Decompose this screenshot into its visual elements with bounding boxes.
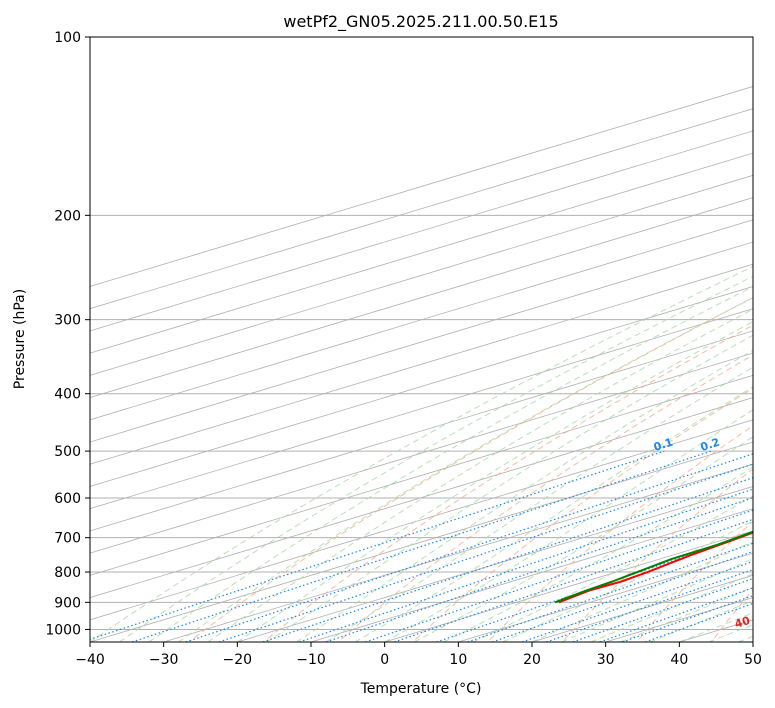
background-lines <box>90 37 753 642</box>
isotherm-line <box>90 174 753 376</box>
moist-adiabat <box>531 540 753 642</box>
mixing-ratio-line <box>365 509 753 642</box>
plot-background <box>90 37 753 642</box>
y-axis-ticks: 100 200 300 400 500 600 700 800 900 1000 <box>45 30 90 638</box>
dry-adiabat <box>561 468 753 642</box>
isotherm-line <box>90 197 753 398</box>
isotherm-line <box>90 219 753 421</box>
chart-title: wetPf2_GN05.2025.211.00.50.E15 <box>283 12 558 32</box>
mixing-ratio-line <box>299 488 753 642</box>
x-tick-label: 20 <box>523 652 541 668</box>
y-tick-label: 400 <box>54 387 81 403</box>
isotherm-line <box>90 441 753 642</box>
isotherm-line <box>90 130 753 332</box>
dry-adiabat <box>487 425 753 642</box>
isotherm-line <box>90 108 753 310</box>
isotherm-line <box>310 508 753 642</box>
moist-adiabat <box>266 334 753 642</box>
x-tick-label: 0 <box>380 652 389 668</box>
y-tick-label: 1000 <box>45 622 81 638</box>
moist-adiabat <box>237 321 753 642</box>
mixing-ratio-line <box>131 450 712 642</box>
mixing-ratio-label: 0.1 <box>652 436 675 454</box>
x-tick-label: 30 <box>597 652 615 668</box>
isotherm-line <box>90 352 753 554</box>
x-tick-label: 10 <box>449 652 467 668</box>
isotherm-line <box>90 241 753 443</box>
isotherm-line <box>237 486 753 642</box>
y-tick-label: 300 <box>54 313 81 329</box>
dry-adiabat <box>263 324 753 642</box>
x-tick-label: 50 <box>744 652 762 668</box>
moist-adiabat <box>443 466 753 642</box>
moist-adiabat <box>413 436 753 642</box>
isotherm-line <box>90 397 753 598</box>
x-tick-label: −20 <box>223 652 253 668</box>
moist-adiabat <box>90 265 753 642</box>
isotherm-line <box>90 419 753 621</box>
mixing-ratio-label: 0.2 <box>699 436 722 454</box>
y-tick-label: 800 <box>54 565 81 581</box>
dry-adiabat <box>412 387 753 642</box>
moist-adiabat <box>296 349 753 642</box>
y-tick-label: 700 <box>54 531 81 547</box>
dry-adiabat <box>636 520 753 642</box>
moist-adiabat <box>620 587 753 642</box>
moist-adiabat <box>148 286 753 642</box>
isotherm-line <box>90 152 753 354</box>
x-tick-label: 40 <box>670 652 688 668</box>
isotherm-label: 40 <box>733 614 752 631</box>
y-tick-label: 500 <box>54 444 81 460</box>
isotherm-line <box>90 286 753 487</box>
isotherm-line <box>752 641 753 642</box>
mixing-ratio-line <box>436 532 753 642</box>
moist-adiabat <box>384 409 753 642</box>
y-tick-label: 200 <box>54 208 81 224</box>
plot-frame <box>89 36 754 643</box>
mixing-ratio-line <box>325 496 753 642</box>
mixing-ratio-line <box>521 560 753 642</box>
x-tick-label: −30 <box>149 652 179 668</box>
isotherm-line <box>90 263 753 465</box>
y-tick-label: 100 <box>54 30 81 46</box>
isotherm-line <box>163 463 753 642</box>
moist-adiabat <box>178 297 753 642</box>
profile-lines <box>554 530 753 604</box>
dewpoint-profile <box>554 530 753 604</box>
x-tick-label: −40 <box>75 652 105 668</box>
y-tick-label: 600 <box>54 491 81 507</box>
y-tick-label: 900 <box>54 595 81 611</box>
isotherm-line <box>90 308 753 510</box>
isotherm-line <box>90 330 753 532</box>
mixing-ratio-line <box>393 518 753 642</box>
mixing-ratio-line <box>185 453 753 642</box>
moist-adiabat <box>119 275 753 642</box>
mixing-ratio-line <box>262 477 753 642</box>
mixing-ratio-labels: 0.1 0.2 <box>652 436 721 454</box>
x-axis-label: Temperature (°C) <box>360 681 482 697</box>
x-axis-ticks: −40 −30 −20 −10 0 10 20 30 40 50 <box>75 642 762 668</box>
x-tick-label: −10 <box>296 652 326 668</box>
y-axis-label: Pressure (hPa) <box>12 289 28 389</box>
isotherm-line <box>90 374 753 576</box>
isotherm-line <box>384 530 753 642</box>
dry-adiabat <box>188 297 753 642</box>
isotherm-line <box>90 86 753 287</box>
